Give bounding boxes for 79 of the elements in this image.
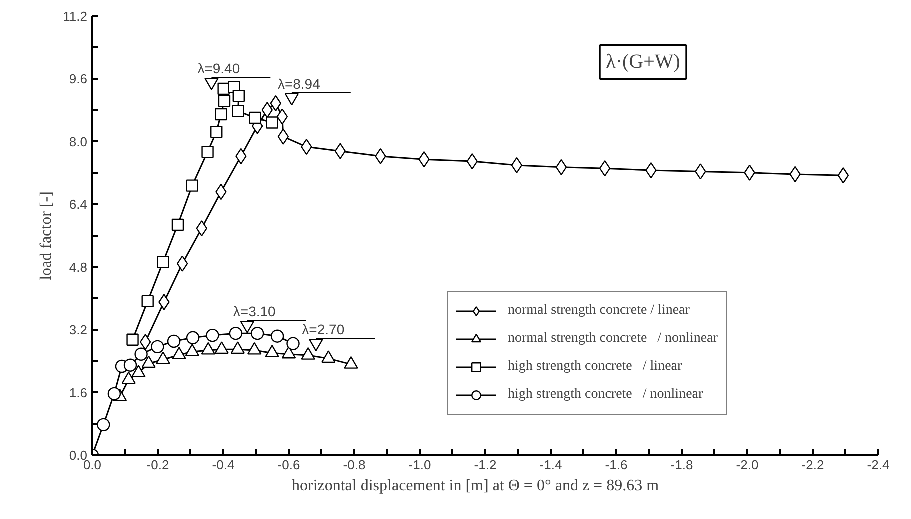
x-tick-label: -1.0 [408, 458, 432, 472]
x-tick-label: -0.4 [212, 458, 235, 472]
annotation: λ=3.10 [233, 303, 276, 320]
point [232, 105, 244, 118]
annotation: λ=9.40 [198, 60, 240, 76]
point [157, 256, 170, 268]
point [142, 295, 154, 308]
y-tick-label: 3.2 [69, 322, 88, 338]
x-tick-label: -1.2 [474, 458, 497, 472]
legend-label: high strength concrete / nonlinear [508, 387, 704, 403]
legend-label: normal strength concrete / linear [508, 303, 690, 319]
point [185, 344, 200, 356]
point [344, 356, 358, 369]
point [201, 342, 216, 355]
point [140, 334, 152, 350]
point [266, 116, 278, 129]
point [286, 337, 300, 350]
point [202, 146, 214, 158]
x-tick-label: -1.8 [670, 458, 694, 472]
point [134, 348, 148, 361]
point [218, 95, 231, 108]
point [301, 347, 316, 360]
y-tick-label: 11.2 [63, 9, 88, 24]
point [249, 112, 262, 124]
point [556, 159, 568, 176]
point [599, 160, 611, 177]
point [210, 126, 223, 138]
point [511, 157, 523, 174]
point [167, 334, 181, 348]
point [282, 346, 296, 359]
annotation: λ=8.94 [278, 76, 321, 92]
x-tick-label: -0.2 [146, 458, 170, 472]
point [229, 327, 243, 340]
point [334, 143, 346, 160]
point [186, 180, 198, 192]
x-tick-label: -0.6 [278, 458, 300, 472]
point [278, 128, 290, 145]
x-tick-label: -0.8 [343, 458, 366, 472]
annotation: λ=2.70 [302, 322, 345, 338]
point [232, 90, 245, 102]
point [270, 330, 284, 343]
point [126, 334, 139, 346]
point [248, 342, 262, 355]
x-tick-label: -2.2 [802, 458, 824, 472]
y-tick-label: 8.0 [69, 134, 88, 150]
annotation: λ·(G+W) [606, 51, 680, 74]
x-tick-label: -2.0 [736, 458, 759, 472]
y-tick-label: 1.6 [69, 385, 88, 400]
point [250, 327, 264, 340]
point [276, 108, 288, 125]
point [176, 256, 188, 272]
point [156, 352, 170, 364]
point [151, 340, 164, 354]
point [230, 342, 246, 354]
point [838, 168, 850, 184]
x-tick-label: -1.6 [605, 458, 628, 472]
x-axis-title: horizontal displacement in [m] at Θ = 0° and z = 89.63 m [292, 478, 660, 494]
legend-label: high strength concrete / linear [508, 359, 682, 375]
x-tick-label: -1.4 [540, 458, 562, 472]
point [172, 218, 184, 232]
point [186, 331, 200, 344]
point [97, 418, 110, 432]
y-tick-label: 9.6 [69, 72, 88, 87]
x-tick-label: -2.4 [867, 458, 890, 472]
point [132, 365, 146, 378]
legend-label: normal strength concrete / nonlinear [508, 331, 718, 347]
point [214, 342, 229, 354]
point [142, 356, 156, 368]
y-tick-label: 4.8 [69, 260, 88, 275]
point [124, 358, 138, 372]
point [215, 108, 228, 121]
y-axis-title: load factor [-] [38, 192, 56, 280]
y-tick-label: 6.4 [69, 197, 88, 212]
point [206, 328, 220, 342]
point [122, 372, 136, 384]
point [265, 345, 280, 358]
point [108, 387, 122, 401]
point [172, 347, 186, 360]
point [322, 350, 336, 364]
